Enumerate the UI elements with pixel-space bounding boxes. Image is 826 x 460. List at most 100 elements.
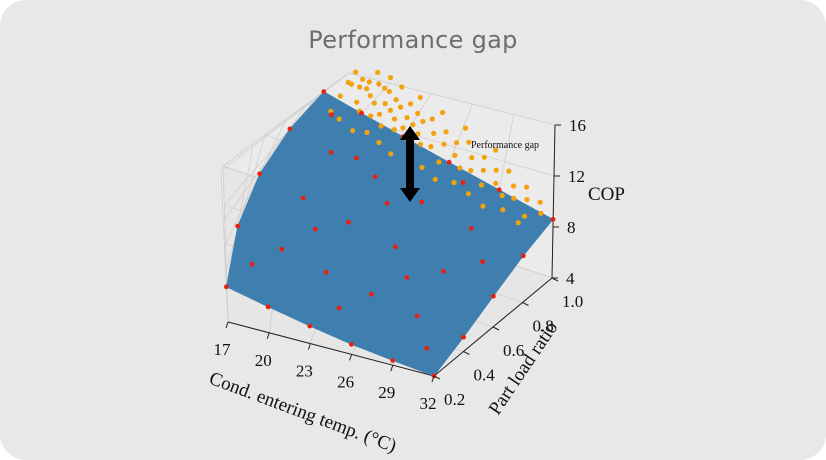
surface-point bbox=[224, 284, 229, 290]
surface-point bbox=[346, 219, 351, 225]
measured-point bbox=[493, 147, 499, 153]
measured-point bbox=[468, 167, 474, 174]
measured-point bbox=[466, 139, 472, 145]
measured-point bbox=[367, 93, 373, 99]
x-tick-label: 23 bbox=[296, 362, 313, 381]
measured-point bbox=[364, 86, 370, 92]
measured-point bbox=[404, 115, 410, 121]
y-axis-label: Part load ratio bbox=[485, 318, 563, 419]
surface-point bbox=[287, 126, 293, 132]
surface-point bbox=[300, 195, 306, 201]
surface-point bbox=[349, 341, 354, 347]
measured-point bbox=[465, 191, 471, 197]
measured-point bbox=[364, 129, 370, 135]
measured-point bbox=[376, 111, 383, 117]
surface-point bbox=[329, 112, 334, 118]
measured-point bbox=[451, 179, 457, 186]
measured-point bbox=[432, 176, 438, 182]
surface-point bbox=[446, 159, 452, 165]
measured-point bbox=[452, 152, 458, 158]
surface-point bbox=[307, 323, 313, 329]
measured-point bbox=[415, 110, 421, 116]
surface-point bbox=[520, 253, 526, 259]
x-tick-label: 17 bbox=[214, 340, 232, 359]
surface-point bbox=[265, 304, 271, 310]
measured-point bbox=[376, 139, 382, 146]
surface-point bbox=[313, 226, 318, 232]
surface-point bbox=[354, 155, 359, 161]
measured-point bbox=[376, 81, 382, 87]
x-tick-label: 20 bbox=[255, 351, 272, 370]
measured-point bbox=[524, 184, 530, 190]
z-tick-label: 12 bbox=[568, 167, 585, 186]
surface-point bbox=[390, 358, 396, 363]
measured-point bbox=[408, 101, 414, 107]
z-axis-label: COP bbox=[588, 184, 625, 205]
measured-point bbox=[480, 203, 486, 209]
surface-point bbox=[424, 345, 430, 351]
measured-point bbox=[443, 129, 449, 135]
surface-point bbox=[419, 199, 425, 205]
card-title: Performance gap bbox=[308, 26, 518, 54]
measured-point bbox=[428, 144, 434, 150]
measured-point bbox=[400, 125, 406, 131]
measured-point bbox=[388, 151, 394, 157]
measured-point bbox=[524, 197, 530, 203]
z-tick-label: 8 bbox=[567, 218, 576, 237]
performance-gap-label: Performance gap bbox=[471, 140, 539, 151]
z-tick-label: 16 bbox=[569, 116, 586, 135]
measured-point bbox=[481, 154, 487, 160]
x-tick-label: 26 bbox=[337, 372, 354, 391]
surface-point bbox=[460, 180, 466, 185]
measured-point bbox=[500, 207, 506, 213]
surface-point bbox=[372, 174, 378, 180]
measured-point bbox=[480, 167, 486, 173]
surface-point bbox=[336, 305, 342, 311]
measured-point bbox=[393, 97, 399, 103]
surface-point bbox=[414, 313, 420, 319]
measured-point bbox=[353, 69, 359, 75]
measured-point bbox=[357, 84, 363, 90]
measured-point bbox=[454, 140, 460, 146]
x-tick-label: 29 bbox=[378, 383, 395, 402]
surface-point bbox=[550, 216, 556, 222]
measured-point bbox=[440, 109, 446, 116]
surface-point bbox=[323, 269, 329, 275]
measured-point bbox=[378, 123, 384, 129]
measured-point bbox=[366, 79, 372, 85]
measured-point bbox=[387, 107, 393, 113]
measured-point bbox=[431, 130, 437, 136]
measured-point bbox=[515, 220, 521, 226]
measured-point bbox=[391, 127, 397, 133]
x-axis-label: Cond. entering temp. (°C) bbox=[206, 368, 399, 457]
surface-point bbox=[384, 200, 390, 206]
measured-point bbox=[397, 104, 404, 110]
measured-point bbox=[360, 76, 366, 82]
surface-point bbox=[369, 291, 374, 297]
surface-point bbox=[279, 246, 285, 252]
surface-point bbox=[404, 275, 410, 280]
measured-point bbox=[382, 85, 388, 91]
surface-point bbox=[359, 110, 364, 116]
measured-point bbox=[387, 75, 394, 81]
surface-point bbox=[257, 171, 263, 177]
measured-point bbox=[375, 69, 381, 75]
measured-point bbox=[420, 118, 426, 124]
measured-point bbox=[337, 93, 343, 99]
measured-point bbox=[386, 88, 392, 95]
surface-point bbox=[461, 334, 466, 340]
measured-point bbox=[511, 195, 517, 201]
measured-point bbox=[436, 159, 442, 165]
measured-point bbox=[419, 164, 425, 170]
surface-point bbox=[392, 244, 398, 250]
measured-point bbox=[391, 116, 398, 122]
measured-point bbox=[350, 128, 356, 134]
measured-point bbox=[506, 168, 512, 174]
measured-point bbox=[399, 84, 405, 90]
surface-point bbox=[491, 293, 496, 299]
y-tick-label: 0.2 bbox=[444, 390, 465, 409]
surface-point bbox=[496, 187, 502, 193]
measured-point bbox=[537, 199, 543, 205]
